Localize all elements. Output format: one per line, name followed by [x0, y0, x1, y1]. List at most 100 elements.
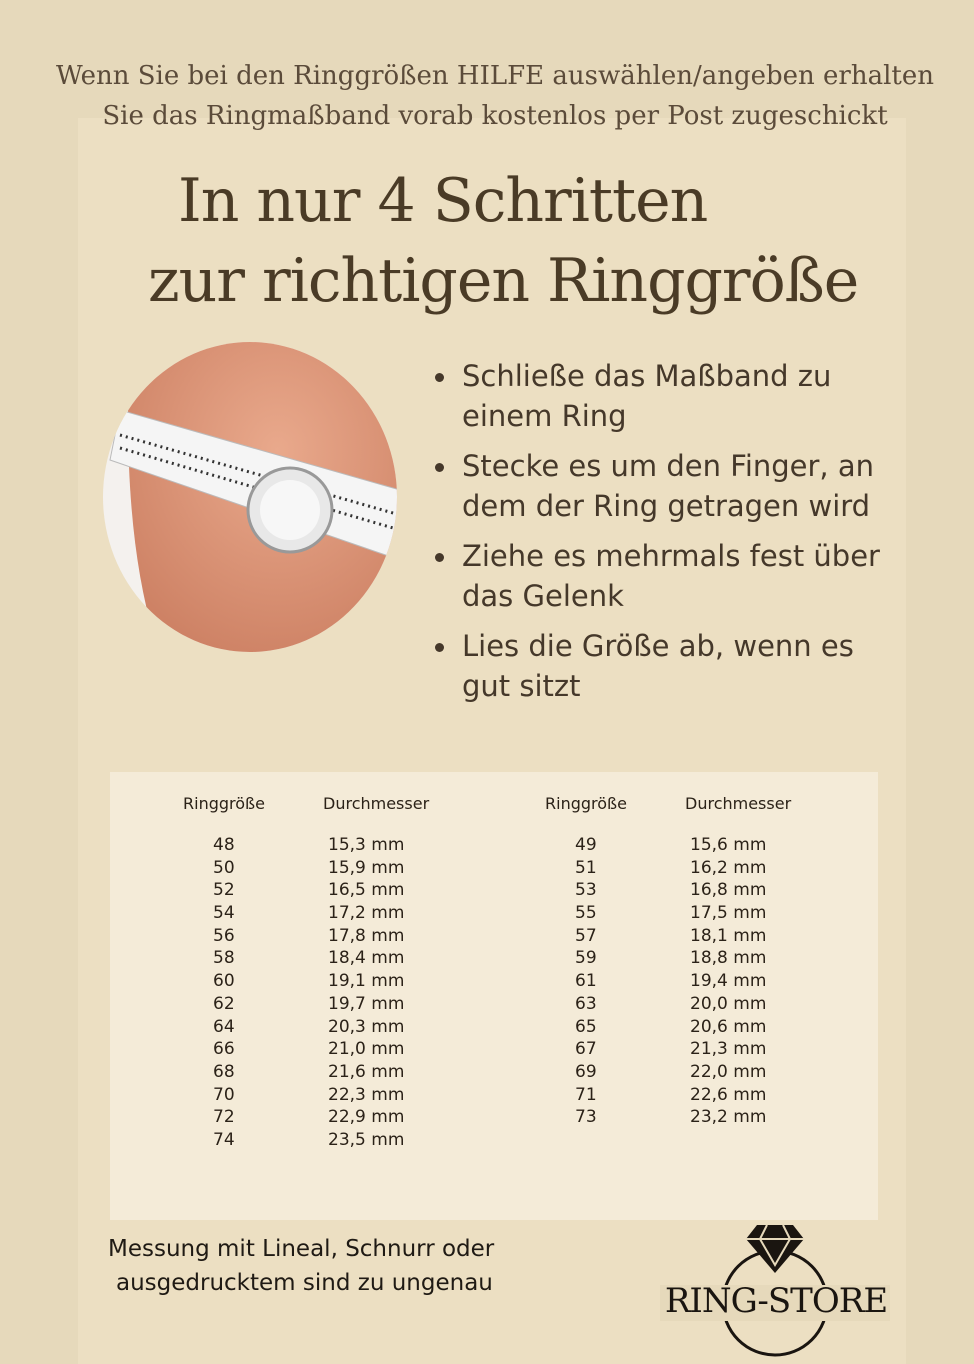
- table-row: 52 16,5 mm: [183, 879, 483, 902]
- table-row: 66 21,0 mm: [183, 1038, 483, 1061]
- diameter-cell: 20,3 mm: [328, 1016, 405, 1037]
- diameter-cell: 23,5 mm: [328, 1129, 405, 1150]
- ring-size-cell: 72: [213, 1107, 235, 1128]
- table-row: 51 16,2 mm: [545, 857, 845, 880]
- ring-size-cell: 54: [213, 903, 235, 924]
- ring-size-cell: 64: [213, 1016, 235, 1037]
- table-row: 53 16,8 mm: [545, 879, 845, 902]
- ring-size-cell: 61: [575, 971, 597, 992]
- measurement-note: Messung mit Lineal, Schnurr oder ausgedr…: [108, 1232, 494, 1300]
- header-ringgroesse: Ringgröße: [545, 794, 627, 813]
- ring-size-cell: 51: [575, 857, 597, 878]
- table-row: 68 21,6 mm: [183, 1061, 483, 1084]
- ring-size-cell: 59: [575, 948, 597, 969]
- diameter-cell: 15,6 mm: [690, 835, 767, 855]
- ring-size-cell: 52: [213, 880, 235, 901]
- ring-size-cell: 69: [575, 1061, 597, 1082]
- ring-size-cell: 67: [575, 1039, 597, 1060]
- table-row: 48 15,3 mm: [183, 834, 483, 857]
- ring-sizer-photo: [103, 342, 397, 652]
- table-row: 57 18,1 mm: [545, 925, 845, 948]
- diameter-cell: 22,3 mm: [328, 1084, 405, 1105]
- ring-size-cell: 60: [213, 971, 235, 992]
- note-line-2: ausgedrucktem sind zu ungenau: [116, 1270, 493, 1296]
- table-row: 74 23,5 mm: [183, 1129, 483, 1152]
- size-table-left: Ringgröße Durchmesser 48 15,3 mm 50 15,9 mm…: [183, 794, 483, 1152]
- table-row: 69 22,0 mm: [545, 1061, 845, 1084]
- diameter-cell: 18,8 mm: [690, 948, 767, 969]
- diameter-cell: 16,5 mm: [328, 880, 405, 901]
- ring-size-cell: 58: [213, 948, 235, 969]
- size-table-right: Ringgröße Durchmesser 49 15,6 mm 51 16,2 mm…: [545, 794, 845, 1129]
- diameter-cell: 23,2 mm: [690, 1107, 767, 1128]
- table-row: 65 20,6 mm: [545, 1016, 845, 1039]
- table-header: Ringgröße Durchmesser: [545, 794, 845, 834]
- diameter-cell: 17,8 mm: [328, 925, 405, 946]
- table-row: 62 19,7 mm: [183, 993, 483, 1016]
- ring-size-cell: 70: [213, 1084, 235, 1105]
- intro-line-1: Wenn Sie bei den Ringgrößen HILFE auswäh…: [55, 61, 934, 91]
- diameter-cell: 16,2 mm: [690, 857, 767, 878]
- diameter-cell: 19,7 mm: [328, 993, 405, 1014]
- table-row: 64 20,3 mm: [183, 1016, 483, 1039]
- diamond-ring-icon: [660, 1224, 890, 1357]
- step-item: Lies die Größe ab, wenn es gut sitzt: [430, 626, 900, 706]
- table-header: Ringgröße Durchmesser: [183, 794, 483, 834]
- table-row: 61 19,4 mm: [545, 970, 845, 993]
- table-row: 73 23,2 mm: [545, 1106, 845, 1129]
- diameter-cell: 20,0 mm: [690, 993, 767, 1014]
- step-item: Ziehe es mehrmals fest über das Gelenk: [430, 536, 900, 616]
- ring-size-cell: 63: [575, 993, 597, 1014]
- table-row: 63 20,0 mm: [545, 993, 845, 1016]
- header-durchmesser: Durchmesser: [685, 794, 792, 813]
- ring-size-cell: 57: [575, 925, 597, 946]
- size-table: Ringgröße Durchmesser 48 15,3 mm 50 15,9 mm…: [110, 772, 878, 1220]
- page-title-line-1: In nur 4 Schritten: [178, 166, 708, 236]
- table-row: 58 18,4 mm: [183, 947, 483, 970]
- page-title-line-2: zur richtigen Ringgröße: [148, 246, 859, 316]
- ring-size-cell: 73: [575, 1107, 597, 1128]
- ring-store-logo: RING-STORE: [660, 1215, 900, 1360]
- diameter-cell: 19,4 mm: [690, 971, 767, 992]
- step-item: Schließe das Maßband zu einem Ring: [430, 356, 900, 436]
- ring-size-cell: 66: [213, 1039, 235, 1060]
- table-row: 56 17,8 mm: [183, 925, 483, 948]
- ring-size-cell: 55: [575, 903, 597, 924]
- ring-size-cell: 71: [575, 1084, 597, 1105]
- table-row: 72 22,9 mm: [183, 1106, 483, 1129]
- ring-size-cell: 62: [213, 993, 235, 1014]
- table-row: 70 22,3 mm: [183, 1084, 483, 1107]
- diameter-cell: 21,0 mm: [328, 1039, 405, 1060]
- ring-size-cell: 68: [213, 1061, 235, 1082]
- diameter-cell: 16,8 mm: [690, 880, 767, 901]
- ring-size-cell: 48: [213, 835, 235, 855]
- table-row: 50 15,9 mm: [183, 857, 483, 880]
- step-item: Stecke es um den Finger, an dem der Ring…: [430, 446, 900, 526]
- diameter-cell: 18,4 mm: [328, 948, 405, 969]
- table-row: 59 18,8 mm: [545, 947, 845, 970]
- ring-size-cell: 49: [575, 835, 597, 855]
- diameter-cell: 17,2 mm: [328, 903, 405, 924]
- ring-size-cell: 74: [213, 1129, 235, 1150]
- ring-size-cell: 65: [575, 1016, 597, 1037]
- table-row: 71 22,6 mm: [545, 1084, 845, 1107]
- table-row: 49 15,6 mm: [545, 834, 845, 857]
- diameter-cell: 15,3 mm: [328, 835, 405, 855]
- diameter-cell: 21,3 mm: [690, 1039, 767, 1060]
- diameter-cell: 22,0 mm: [690, 1061, 767, 1082]
- diameter-cell: 21,6 mm: [328, 1061, 405, 1082]
- table-row: 54 17,2 mm: [183, 902, 483, 925]
- intro-line-2: Sie das Ringmaßband vorab kostenlos per …: [102, 101, 888, 131]
- table-row: 60 19,1 mm: [183, 970, 483, 993]
- steps-list: Schließe das Maßband zu einem Ring Steck…: [430, 356, 900, 716]
- header-ringgroesse: Ringgröße: [183, 794, 265, 813]
- ring-size-cell: 53: [575, 880, 597, 901]
- diameter-cell: 22,9 mm: [328, 1107, 405, 1128]
- diameter-cell: 15,9 mm: [328, 857, 405, 878]
- diameter-cell: 18,1 mm: [690, 925, 767, 946]
- table-row: 55 17,5 mm: [545, 902, 845, 925]
- table-row: 67 21,3 mm: [545, 1038, 845, 1061]
- note-line-1: Messung mit Lineal, Schnurr oder: [108, 1236, 495, 1262]
- intro-text: Wenn Sie bei den Ringgrößen HILFE auswäh…: [0, 56, 974, 136]
- logo-text: RING-STORE: [664, 1281, 888, 1321]
